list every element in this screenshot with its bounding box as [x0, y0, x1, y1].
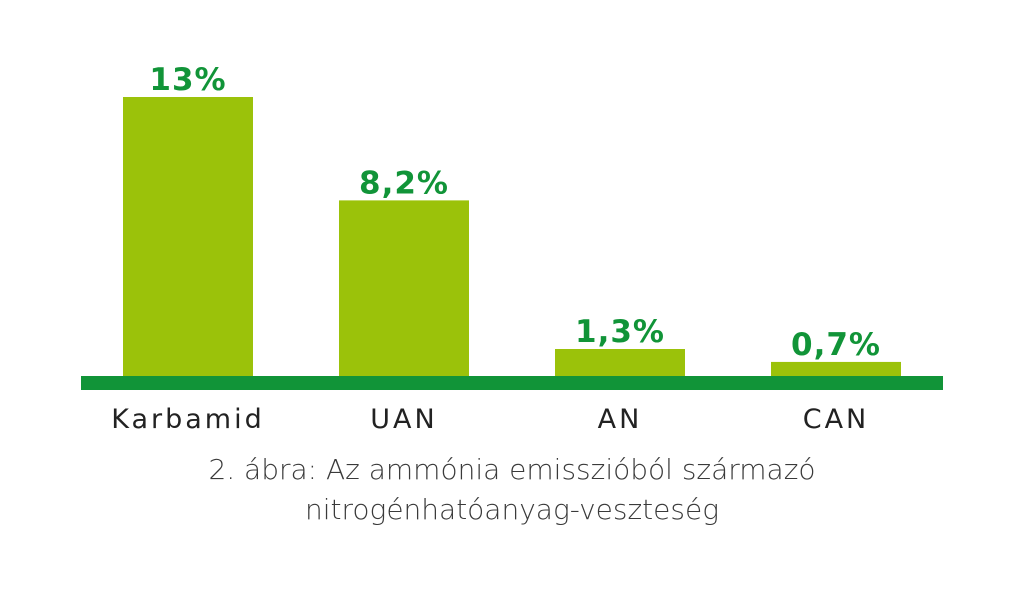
category-label-an: AN [598, 404, 643, 435]
bar-uan [339, 200, 469, 377]
figure-caption-line-1: 2. ábra: Az ammónia emisszióból származó [208, 453, 816, 486]
x-axis-baseline [81, 376, 943, 390]
category-label-uan: UAN [370, 404, 437, 435]
bar-can [771, 361, 901, 377]
figure-caption-line-2: nitrogénhatóanyag-veszteség [304, 493, 719, 526]
bars-group [123, 97, 901, 377]
value-label-can: 0,7% [791, 327, 881, 363]
value-label-an: 1,3% [575, 314, 665, 350]
bar-karbamid [123, 97, 253, 377]
value-labels-group: 13% 8,2% 1,3% 0,7% [149, 62, 881, 363]
value-label-karbamid: 13% [149, 62, 226, 98]
bar-an [555, 349, 685, 377]
category-label-can: CAN [803, 404, 870, 435]
value-label-uan: 8,2% [359, 165, 449, 201]
category-label-karbamid: Karbamid [111, 404, 265, 435]
category-labels-group: Karbamid UAN AN CAN [111, 404, 870, 435]
